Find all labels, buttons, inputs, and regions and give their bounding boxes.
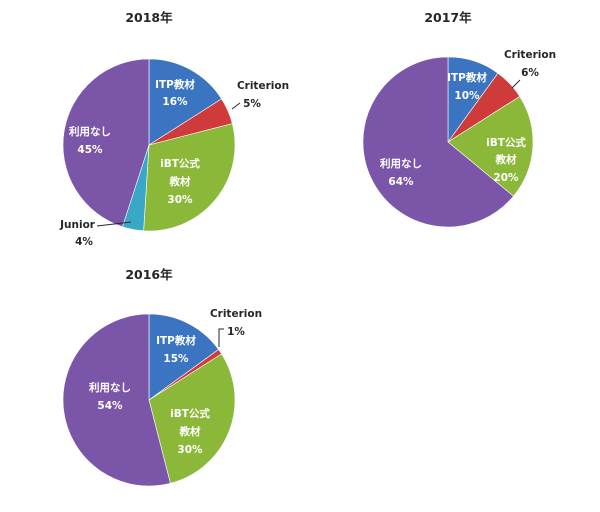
- slice-label-criterion-2018: Criterion: [237, 80, 289, 92]
- slice-value-itp-2018: 16%: [162, 96, 188, 108]
- slice-value-ibt-2017: 20%: [493, 172, 519, 184]
- pie-chart-2017: 2017年 ITP教材 10% Criterion 6% iBT公式 教材 20…: [362, 10, 556, 228]
- leader-line-criterion-2017: [511, 79, 521, 89]
- pie-slice-itp-2018: [148, 58, 223, 146]
- pie-slices-2018: [62, 58, 236, 232]
- pie-chart-2018: 2018年 ITP教材 16% Criterion 5% iBT公式 教材 30…: [59, 10, 289, 248]
- slice-value-ibt-2016: 30%: [177, 444, 203, 456]
- pie-slice-none-2018: [62, 58, 150, 228]
- leader-line-criterion-2016: [218, 328, 224, 347]
- chart-title-2018: 2018年: [125, 10, 173, 25]
- pie-slice-ibt-2018: [143, 123, 236, 232]
- slice-label-ibt-2016-line2: 教材: [179, 425, 201, 438]
- slice-value-ibt-2018: 30%: [167, 194, 193, 206]
- pie-slices-2016: [62, 313, 236, 487]
- slice-label-none-2017: 利用なし: [380, 157, 422, 170]
- pie-chart-2016: 2016年 ITP教材 15% Criterion 1% iBT公式 教材 30…: [62, 267, 262, 487]
- pie-slice-itp-2016: [148, 313, 219, 401]
- slice-label-criterion-2016: Criterion: [210, 308, 262, 320]
- slice-value-none-2016: 54%: [97, 400, 123, 412]
- chart-title-2017: 2017年: [424, 10, 472, 25]
- slice-label-ibt-2017: iBT公式: [486, 136, 526, 149]
- slice-label-ibt-2016: iBT公式: [170, 407, 210, 420]
- slice-value-criterion-2016: 1%: [227, 326, 245, 338]
- pie-slices-2017: [362, 56, 534, 228]
- pie-slice-none-2017: [362, 56, 514, 228]
- slice-label-none-2018: 利用なし: [69, 125, 111, 138]
- pie-slice-ibt-2017: [447, 96, 534, 197]
- slice-value-junior-2018: 4%: [75, 236, 93, 248]
- slice-value-itp-2017: 10%: [454, 90, 480, 102]
- slice-value-criterion-2018: 5%: [243, 98, 261, 110]
- slice-label-none-2016: 利用なし: [89, 381, 131, 394]
- pie-slice-none-2016: [62, 313, 171, 487]
- slice-value-none-2017: 64%: [388, 176, 414, 188]
- slice-label-criterion-2017: Criterion: [504, 49, 556, 61]
- slice-label-junior-2018: Junior: [59, 219, 96, 231]
- slice-label-ibt-2018: iBT公式: [160, 157, 200, 170]
- slice-label-ibt-2018-line2: 教材: [169, 175, 191, 188]
- slice-value-criterion-2017: 6%: [521, 67, 539, 79]
- pie-slice-ibt-2016: [148, 353, 236, 484]
- leader-line-junior-2018: [96, 221, 132, 227]
- slice-label-ibt-2017-line2: 教材: [495, 153, 517, 166]
- chart-title-2016: 2016年: [125, 267, 173, 282]
- slice-value-none-2018: 45%: [77, 144, 103, 156]
- slice-label-itp-2018: ITP教材: [155, 78, 195, 91]
- leader-line-criterion-2018: [231, 102, 241, 110]
- slice-value-itp-2016: 15%: [163, 353, 189, 365]
- slice-label-itp-2016: ITP教材: [156, 334, 196, 347]
- slice-label-itp-2017: ITP教材: [447, 71, 487, 84]
